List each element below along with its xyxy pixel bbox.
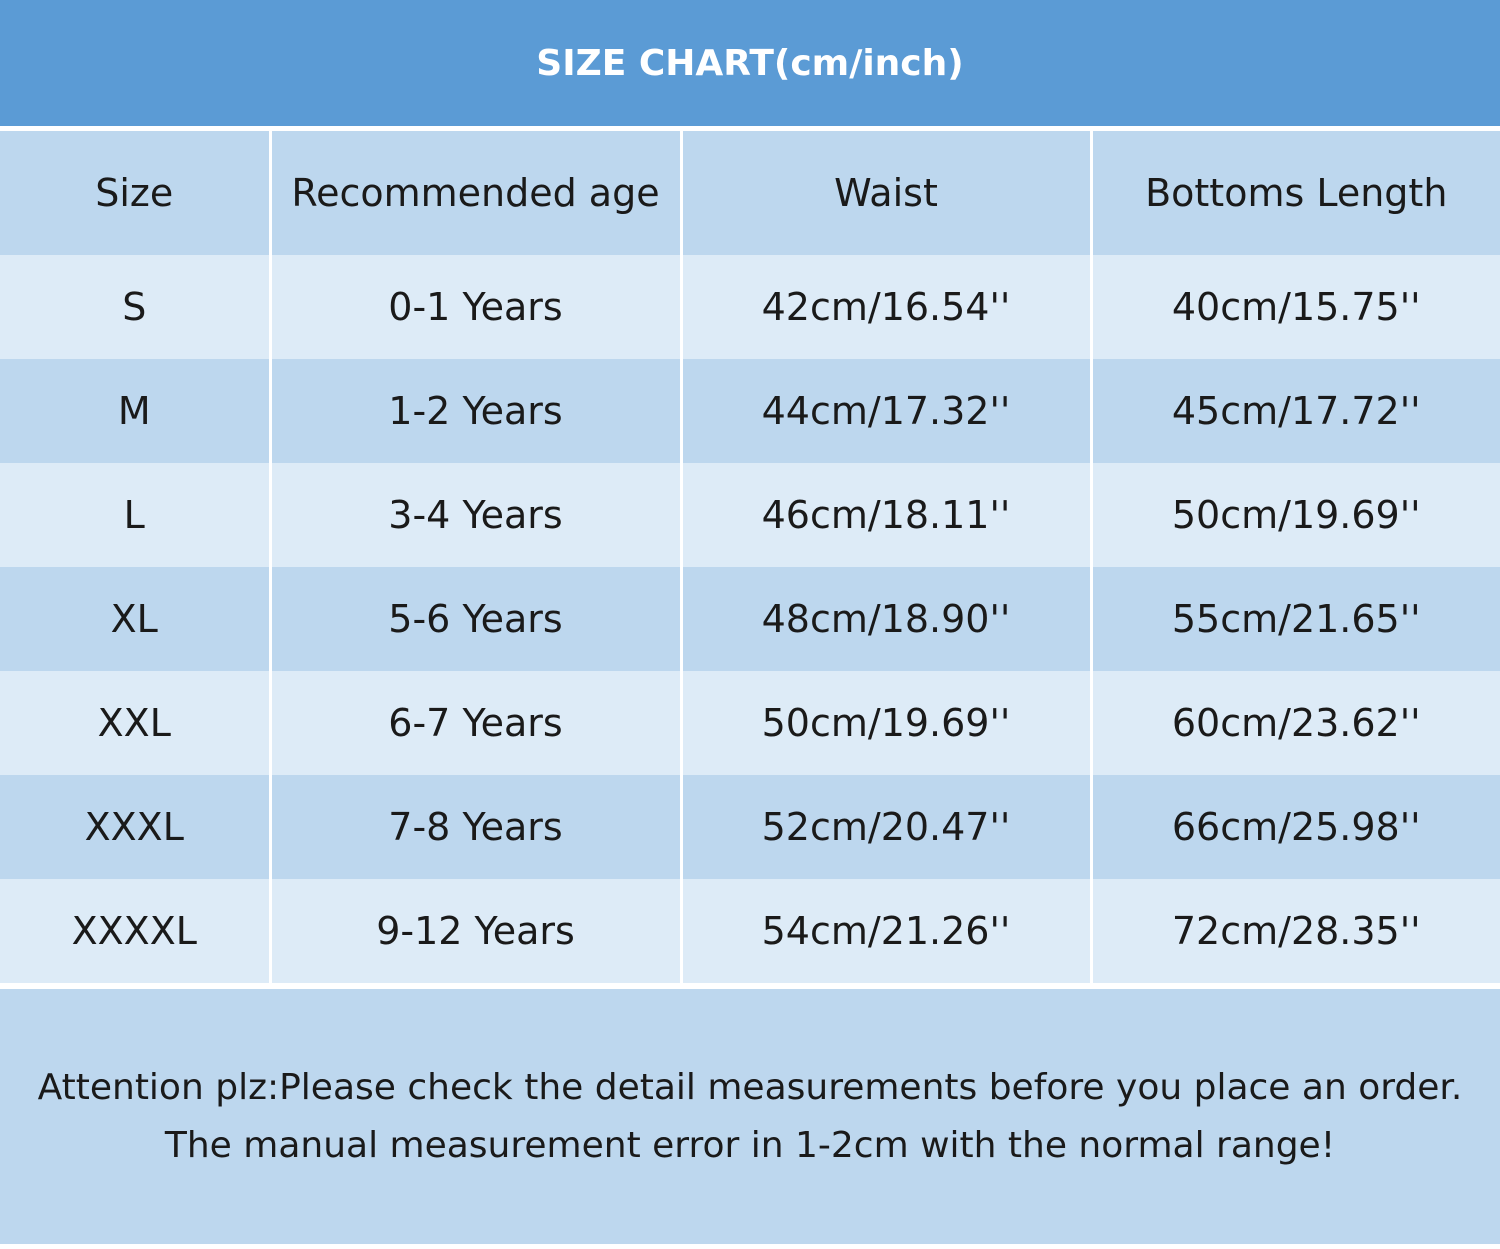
cell-age: 7-8 Years — [268, 775, 681, 879]
size-table-container: Size Recommended age Waist Bottoms Lengt… — [0, 131, 1500, 983]
size-table: Size Recommended age Waist Bottoms Lengt… — [0, 131, 1500, 983]
header-size: Size — [95, 171, 174, 215]
header-waist: Waist — [679, 131, 1091, 255]
cell-size: L — [123, 493, 145, 537]
table-row: XXL 6-7 Years 50cm/19.69'' 60cm/23.62'' — [0, 671, 1500, 775]
cell-waist: 50cm/19.69'' — [679, 671, 1091, 775]
cell-waist: 42cm/16.54'' — [679, 255, 1091, 359]
cell-size: XL — [110, 597, 158, 641]
cell-waist: 52cm/20.47'' — [679, 775, 1091, 879]
note-line-1: Attention plz:Please check the detail me… — [37, 1066, 1463, 1108]
cell-bottoms-length: 55cm/21.65'' — [1089, 567, 1500, 671]
cell-age: 5-6 Years — [268, 567, 681, 671]
title-bar: SIZE CHART(cm/inch) — [0, 0, 1500, 126]
header-bottoms-length: Bottoms Length — [1089, 131, 1500, 255]
cell-age: 9-12 Years — [268, 879, 681, 983]
cell-bottoms-length: 72cm/28.35'' — [1089, 879, 1500, 983]
table-row: L 3-4 Years 46cm/18.11'' 50cm/19.69'' — [0, 463, 1500, 567]
table-row: XL 5-6 Years 48cm/18.90'' 55cm/21.65'' — [0, 567, 1500, 671]
cell-bottoms-length: 66cm/25.98'' — [1089, 775, 1500, 879]
cell-waist: 54cm/21.26'' — [679, 879, 1091, 983]
table-header-row: Size Recommended age Waist Bottoms Lengt… — [0, 131, 1500, 255]
cell-bottoms-length: 40cm/15.75'' — [1089, 255, 1500, 359]
cell-size: M — [117, 389, 151, 433]
table-row: XXXXL 9-12 Years 54cm/21.26'' 72cm/28.35… — [0, 879, 1500, 983]
cell-size: XXXL — [84, 805, 184, 849]
cell-size: S — [122, 285, 147, 329]
note-line-2: The manual measurement error in 1-2cm wi… — [164, 1124, 1336, 1166]
cell-age: 1-2 Years — [268, 359, 681, 463]
cell-age: 6-7 Years — [268, 671, 681, 775]
cell-size: XXL — [97, 701, 171, 745]
cell-waist: 48cm/18.90'' — [679, 567, 1091, 671]
cell-waist: 46cm/18.11'' — [679, 463, 1091, 567]
table-row: S 0-1 Years 42cm/16.54'' 40cm/15.75'' — [0, 255, 1500, 359]
cell-bottoms-length: 60cm/23.62'' — [1089, 671, 1500, 775]
attention-note: Attention plz:Please check the detail me… — [0, 989, 1500, 1244]
cell-waist: 44cm/17.32'' — [679, 359, 1091, 463]
cell-size: XXXXL — [71, 909, 197, 953]
page-title: SIZE CHART(cm/inch) — [536, 42, 964, 84]
cell-age: 3-4 Years — [268, 463, 681, 567]
cell-bottoms-length: 45cm/17.72'' — [1089, 359, 1500, 463]
cell-bottoms-length: 50cm/19.69'' — [1089, 463, 1500, 567]
table-row: M 1-2 Years 44cm/17.32'' 45cm/17.72'' — [0, 359, 1500, 463]
table-row: XXXL 7-8 Years 52cm/20.47'' 66cm/25.98'' — [0, 775, 1500, 879]
header-recommended-age: Recommended age — [268, 131, 681, 255]
cell-age: 0-1 Years — [268, 255, 681, 359]
